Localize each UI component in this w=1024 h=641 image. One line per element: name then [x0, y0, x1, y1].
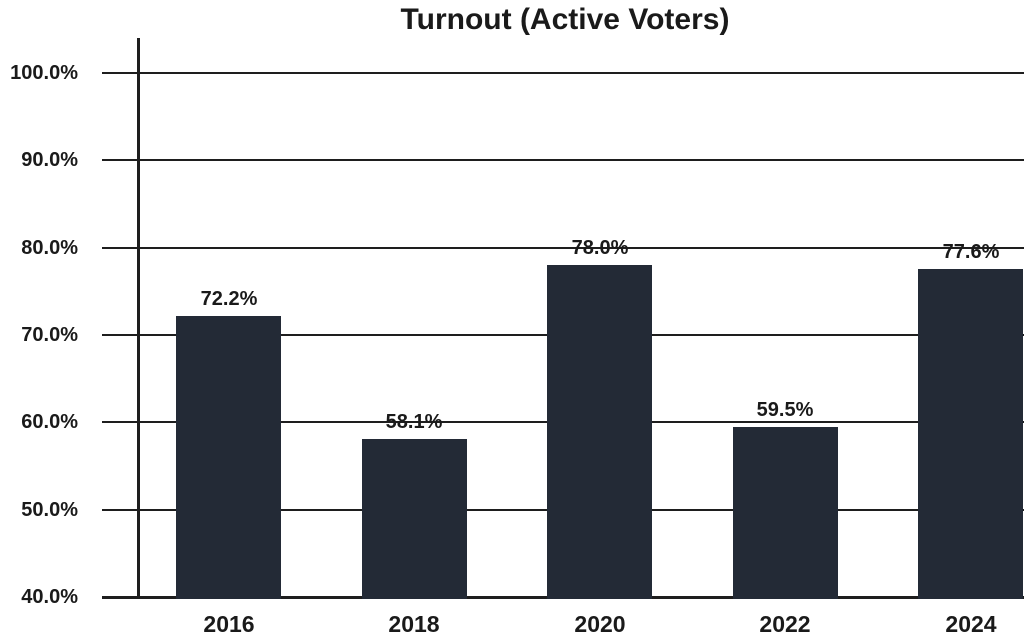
- bar-value-label: 78.0%: [571, 237, 629, 259]
- y-tick-label: 60.0%: [21, 411, 78, 433]
- y-tick-label: 40.0%: [21, 586, 78, 608]
- y-tick-label: 80.0%: [21, 237, 78, 259]
- bar-value-label: 58.1%: [385, 411, 443, 433]
- gridline: [102, 159, 1024, 161]
- bar-value-label: 59.5%: [756, 399, 814, 421]
- x-tick-label: 2016: [203, 611, 255, 637]
- bar-2020: [547, 265, 652, 599]
- x-tick-label: 2022: [759, 611, 811, 637]
- x-tick-label: 2020: [574, 611, 626, 637]
- y-tick-label: 100.0%: [10, 62, 78, 84]
- bar-value-label: 77.6%: [942, 241, 1000, 263]
- gridline: [102, 72, 1024, 74]
- bar-2018: [362, 439, 467, 599]
- x-tick-label: 2018: [388, 611, 440, 637]
- gridline: [102, 247, 1024, 249]
- y-tick-label: 50.0%: [21, 499, 78, 521]
- bar-2024: [918, 269, 1023, 599]
- y-tick-label: 70.0%: [21, 324, 78, 346]
- chart-title: Turnout (Active Voters): [400, 3, 730, 36]
- bar-2016: [176, 316, 281, 599]
- bar-2022: [733, 427, 838, 599]
- x-tick-label: 2024: [945, 611, 997, 637]
- bar-value-label: 72.2%: [200, 288, 258, 310]
- y-axis-line: [137, 38, 140, 599]
- y-tick-label: 90.0%: [21, 149, 78, 171]
